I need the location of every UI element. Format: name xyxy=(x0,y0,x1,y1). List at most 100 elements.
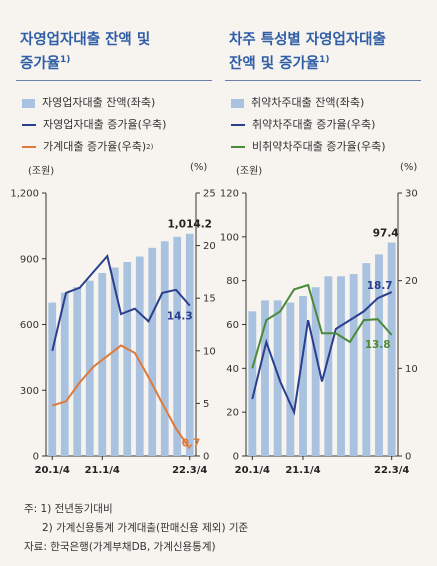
legend-label: 취약차주대출 잔액(좌축) xyxy=(251,96,365,109)
y-left-tick-label: 0 xyxy=(233,452,239,463)
bar xyxy=(248,311,257,456)
right-chart-title: 차주 특성별 자영업자대출 잔액 및 증가율1) xyxy=(229,30,386,74)
left-legend: 자영업자대출 잔액(좌축) 자영업자대출 증가율(우축) 가계대출 증가율(우축… xyxy=(22,92,166,158)
y-left-tick-label: 900 xyxy=(20,254,39,265)
left-legend-item-bars: 자영업자대출 잔액(좌축) xyxy=(22,92,166,114)
bar xyxy=(261,300,269,456)
bar xyxy=(135,256,144,456)
x-tick-label: 22.3/4 xyxy=(374,465,409,476)
y-left-tick-label: 0 xyxy=(33,452,39,463)
data-label: 18.7 xyxy=(367,280,393,292)
y-right-tick-label: 5 xyxy=(203,399,209,410)
y-right-tick-label: 10 xyxy=(405,364,418,375)
x-tick-label: 21.1/4 xyxy=(285,465,320,476)
y-left-tick-label: 20 xyxy=(226,408,239,419)
bar xyxy=(311,287,320,456)
bar xyxy=(362,263,371,456)
legend-label: 자영업자대출 잔액(좌축) xyxy=(42,96,156,109)
legend-bar-swatch xyxy=(22,98,35,108)
right-legend-item-line2: 비취약차주대출 증가율(우축) xyxy=(231,136,386,158)
bar xyxy=(337,276,345,456)
bar xyxy=(160,241,169,456)
legend-line-swatch xyxy=(231,146,245,148)
bar xyxy=(48,302,57,456)
right-title-line1: 차주 특성별 자영업자대출 xyxy=(229,32,386,48)
x-tick-label: 20.1/4 xyxy=(35,465,70,476)
right-legend: 취약차주대출 잔액(좌축) 취약차주대출 증가율(우축) 비취약차주대출 증가율… xyxy=(231,92,386,158)
bar xyxy=(387,242,396,456)
footnotes: 주: 1) 전년동기대비 2) 가계신용통계 가계대출(판매신용 제외) 기준 … xyxy=(24,500,248,557)
left-unit-right: (%) xyxy=(190,162,208,173)
y-left-tick-label: 40 xyxy=(226,364,239,375)
series-line xyxy=(52,344,191,450)
left-title-footnote: 1) xyxy=(60,55,71,65)
left-title-line2: 증가율1) xyxy=(20,50,150,74)
y-left-tick-label: 60 xyxy=(226,320,239,331)
bar xyxy=(123,262,132,456)
y-right-tick-label: 10 xyxy=(203,346,216,357)
bar xyxy=(173,236,182,456)
source-note: 자료: 한국은행(가계부채DB, 가계신용통계) xyxy=(24,541,216,553)
x-tick-label: 20.1/4 xyxy=(235,465,270,476)
y-right-tick-label: 0 xyxy=(203,452,209,463)
legend-line-swatch xyxy=(22,146,36,148)
series-line xyxy=(251,283,393,369)
y-right-tick-label: 0 xyxy=(405,452,411,463)
right-unit-left: (조원) xyxy=(236,166,263,177)
bar xyxy=(349,274,358,456)
bar xyxy=(299,296,307,456)
right-legend-item-bars: 취약차주대출 잔액(좌축) xyxy=(231,92,386,114)
legend-label: 가계대출 증가율(우축) xyxy=(43,140,147,153)
left-chart-title: 자영업자대출 잔액 및 증가율1) xyxy=(20,30,150,74)
y-left-tick-label: 1,200 xyxy=(10,189,39,200)
note-1: 주: 1) 전년동기대비 xyxy=(24,503,113,515)
y-right-tick-label: 30 xyxy=(405,189,418,200)
data-label: 13.8 xyxy=(365,339,391,351)
legend-bar-swatch xyxy=(231,98,244,108)
bar xyxy=(185,233,194,456)
data-label: 97.4 xyxy=(373,228,399,240)
bar xyxy=(60,292,69,456)
right-title-line2: 잔액 및 증가율1) xyxy=(229,50,386,74)
y-left-tick-label: 100 xyxy=(220,232,239,243)
legend-label: 자영업자대출 증가율(우축) xyxy=(43,118,167,131)
legend-label: 비취약차주대출 증가율(우축) xyxy=(252,140,386,153)
left-unit-left: (조원) xyxy=(28,166,55,177)
right-legend-item-line1: 취약차주대출 증가율(우축) xyxy=(231,114,386,136)
series-line xyxy=(51,253,191,352)
legend-footnote: 2) xyxy=(146,143,154,151)
left-legend-item-line1: 자영업자대출 증가율(우축) xyxy=(22,114,166,136)
right-title-line2-text: 잔액 및 증가율 xyxy=(229,55,320,72)
left-legend-item-line2: 가계대출 증가율(우축) 2) xyxy=(22,136,166,158)
data-label: 14.3 xyxy=(167,311,193,323)
bar xyxy=(148,247,157,456)
bar xyxy=(375,254,383,456)
left-title-rule xyxy=(16,80,212,81)
y-left-tick-label: 120 xyxy=(220,189,239,200)
y-right-tick-label: 20 xyxy=(405,276,418,287)
right-unit-right: (%) xyxy=(400,162,418,173)
y-left-tick-label: 600 xyxy=(20,320,39,331)
left-title-line2-text: 증가율 xyxy=(20,55,61,72)
y-right-tick-label: 15 xyxy=(203,294,216,305)
bar xyxy=(286,302,295,456)
y-right-tick-label: 25 xyxy=(203,189,216,200)
x-tick-label: 21.1/4 xyxy=(85,465,120,476)
y-left-tick-label: 300 xyxy=(20,386,39,397)
right-title-footnote: 1) xyxy=(319,55,330,65)
legend-line-swatch xyxy=(22,124,36,126)
bar xyxy=(324,276,333,456)
data-label: 0.7 xyxy=(182,438,201,450)
bar xyxy=(110,267,119,456)
legend-label: 취약차주대출 증가율(우축) xyxy=(252,118,376,131)
bar xyxy=(273,300,282,456)
bar xyxy=(73,287,82,456)
data-label: 1,014.2 xyxy=(167,219,212,231)
bar xyxy=(98,272,107,456)
note-2: 2) 가계신용통계 가계대출(판매신용 제외) 기준 xyxy=(42,522,249,534)
right-title-rule xyxy=(225,80,421,81)
bar xyxy=(85,280,94,456)
y-right-tick-label: 20 xyxy=(203,241,216,252)
x-tick-label: 22.3/4 xyxy=(172,465,207,476)
